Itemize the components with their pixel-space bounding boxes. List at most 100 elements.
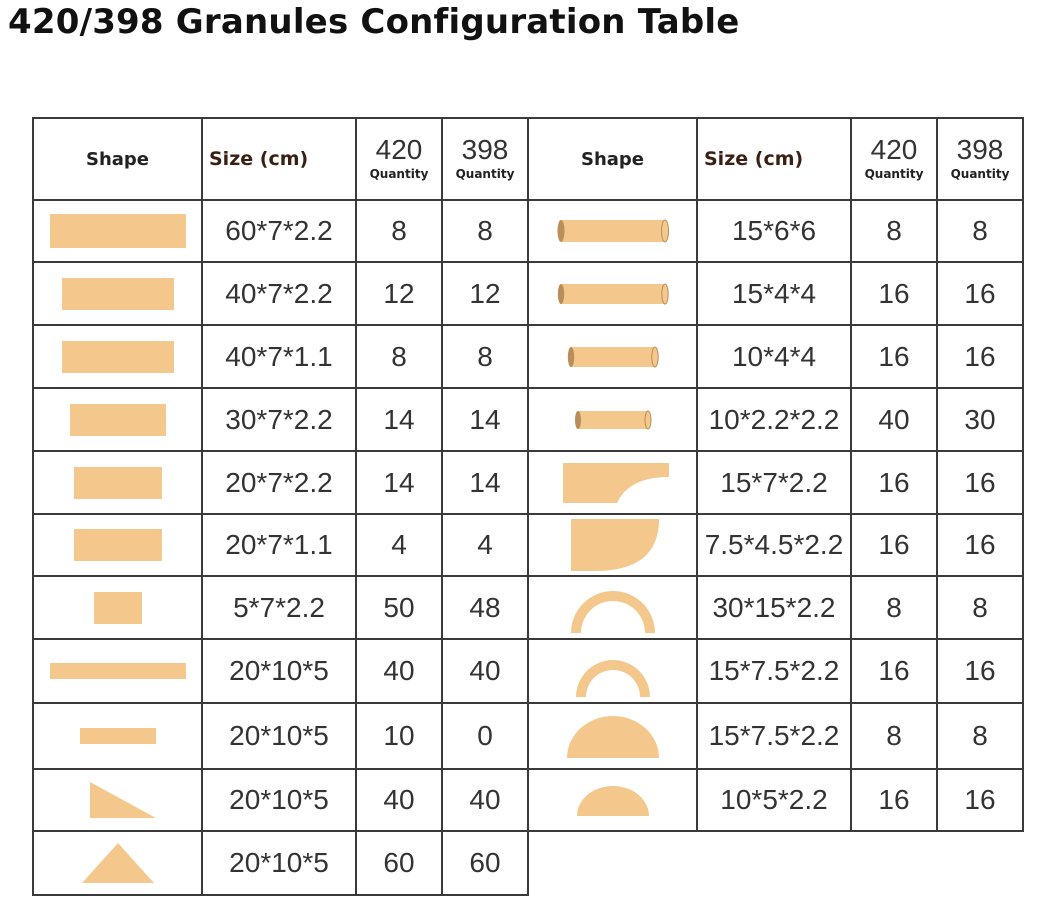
size-cell: 20*10*5 <box>201 638 357 704</box>
left-configuration-table: Shape Size (cm) 420 Quantity 398 Quantity 60*7… <box>32 117 529 896</box>
shape-cell <box>32 387 203 452</box>
quantity-398-cell: 60 <box>441 830 529 896</box>
plank-40-icon <box>61 277 174 310</box>
shape-cell <box>32 702 203 770</box>
cylinder-10x2-icon <box>574 410 651 429</box>
size-cell: 15*6*6 <box>696 199 852 263</box>
quantity-420-header: 420 Quantity <box>355 117 443 201</box>
size-cell: 10*5*2.2 <box>696 768 852 832</box>
long-plank-60-icon <box>49 214 186 248</box>
shape-cell <box>527 387 698 452</box>
table-row: 20*10*5 40 40 <box>32 638 529 704</box>
quantity-420-cell: 40 <box>850 387 938 452</box>
quantity-420-cell: 40 <box>355 768 443 832</box>
quantity-420-cell: 40 <box>355 638 443 704</box>
quantity-398-cell: 12 <box>441 261 529 326</box>
shape-cell <box>32 199 203 263</box>
quantity-420-cell: 8 <box>850 575 938 640</box>
quantity-398-cell: 14 <box>441 387 529 452</box>
right-configuration-table: Shape Size (cm) 420 Quantity 398 Quantity 15*6… <box>527 117 1024 832</box>
quantity-398-cell: 8 <box>936 199 1024 263</box>
table-row: 10*5*2.2 16 16 <box>527 768 1024 832</box>
quantity-label: Quantity <box>455 167 515 181</box>
size-cell: 10*2.2*2.2 <box>696 387 852 452</box>
quantity-420-cell: 14 <box>355 450 443 515</box>
shape-header: Shape <box>32 117 203 201</box>
table-row: 10*4*4 16 16 <box>527 324 1024 389</box>
quantity-398-cell: 16 <box>936 324 1024 389</box>
shape-cell <box>527 199 698 263</box>
shape-cell <box>32 638 203 704</box>
plank-20-icon <box>73 466 162 499</box>
quantity-398-cell: 8 <box>936 702 1024 770</box>
quantity-398-header: 398 Quantity <box>441 117 529 201</box>
quantity-420-header: 420 Quantity <box>850 117 938 201</box>
long-thin-bar-icon <box>49 663 186 679</box>
table-row: 15*4*4 16 16 <box>527 261 1024 326</box>
quantity-420-cell: 12 <box>355 261 443 326</box>
quantity-398-cell: 16 <box>936 513 1024 577</box>
size-cell: 60*7*2.2 <box>201 199 357 263</box>
shape-cell <box>32 324 203 389</box>
quantity-420-cell: 8 <box>355 324 443 389</box>
shape-cell <box>527 450 698 515</box>
cylinder-15x6-icon <box>556 219 669 243</box>
quantity-398-cell: 8 <box>441 324 529 389</box>
shape-cell <box>32 261 203 326</box>
size-cell: 20*7*2.2 <box>201 450 357 515</box>
quantity-420-cell: 14 <box>355 387 443 452</box>
quantity-398-cell: 40 <box>441 638 529 704</box>
size-cell: 30*15*2.2 <box>696 575 852 640</box>
quantity-398-cell: 48 <box>441 575 529 640</box>
small-semicircle-icon <box>576 786 649 816</box>
isosceles-triangle-icon <box>81 843 154 883</box>
quarter-circle-icon <box>570 519 659 571</box>
table-row: 40*7*2.2 12 12 <box>32 261 529 326</box>
table-row: 15*6*6 8 8 <box>527 199 1024 263</box>
quantity-420-cell: 16 <box>850 768 938 832</box>
large-arch-icon <box>570 590 655 633</box>
size-cell: 15*4*4 <box>696 261 852 326</box>
shape-header: Shape <box>527 117 698 201</box>
shape-cell <box>527 513 698 577</box>
concave-block-icon <box>562 462 669 503</box>
size-cell: 7.5*4.5*2.2 <box>696 513 852 577</box>
quantity-label: Quantity <box>950 167 1010 181</box>
set-number: 420 <box>375 134 423 165</box>
quantity-420-cell: 10 <box>355 702 443 770</box>
quantity-398-cell: 16 <box>936 768 1024 832</box>
cylinder-15x4-icon <box>557 283 669 304</box>
short-thin-bar-icon <box>79 728 156 744</box>
header-row: Shape Size (cm) 420 Quantity 398 Quantity <box>527 117 1024 201</box>
table-row: 20*7*2.2 14 14 <box>32 450 529 515</box>
set-number: 420 <box>870 134 918 165</box>
shape-cell <box>32 450 203 515</box>
size-cell: 20*10*5 <box>201 768 357 832</box>
set-number: 398 <box>461 134 509 165</box>
quantity-420-cell: 8 <box>850 702 938 770</box>
right-triangle-icon <box>89 782 156 818</box>
table-row: 30*15*2.2 8 8 <box>527 575 1024 640</box>
size-cell: 20*10*5 <box>201 702 357 770</box>
quantity-420-cell: 4 <box>355 513 443 577</box>
quantity-398-cell: 40 <box>441 768 529 832</box>
shape-cell <box>527 261 698 326</box>
table-row: 15*7.5*2.2 8 8 <box>527 702 1024 770</box>
size-cell: 30*7*2.2 <box>201 387 357 452</box>
plank-40-thin-icon <box>61 340 174 373</box>
size-cell: 20*10*5 <box>201 830 357 896</box>
size-cell: 10*4*4 <box>696 324 852 389</box>
size-cell: 40*7*1.1 <box>201 324 357 389</box>
plank-20-thin-icon <box>73 529 162 561</box>
size-cell: 5*7*2.2 <box>201 575 357 640</box>
table-row: 20*10*5 60 60 <box>32 830 529 896</box>
quantity-420-cell: 16 <box>850 513 938 577</box>
table-row: 40*7*1.1 8 8 <box>32 324 529 389</box>
table-row: 7.5*4.5*2.2 16 16 <box>527 513 1024 577</box>
shape-cell <box>527 702 698 770</box>
size-cell: 15*7*2.2 <box>696 450 852 515</box>
size-cell: 20*7*1.1 <box>201 513 357 577</box>
quantity-398-cell: 4 <box>441 513 529 577</box>
header-row: Shape Size (cm) 420 Quantity 398 Quantity <box>32 117 529 201</box>
quantity-398-cell: 8 <box>936 575 1024 640</box>
